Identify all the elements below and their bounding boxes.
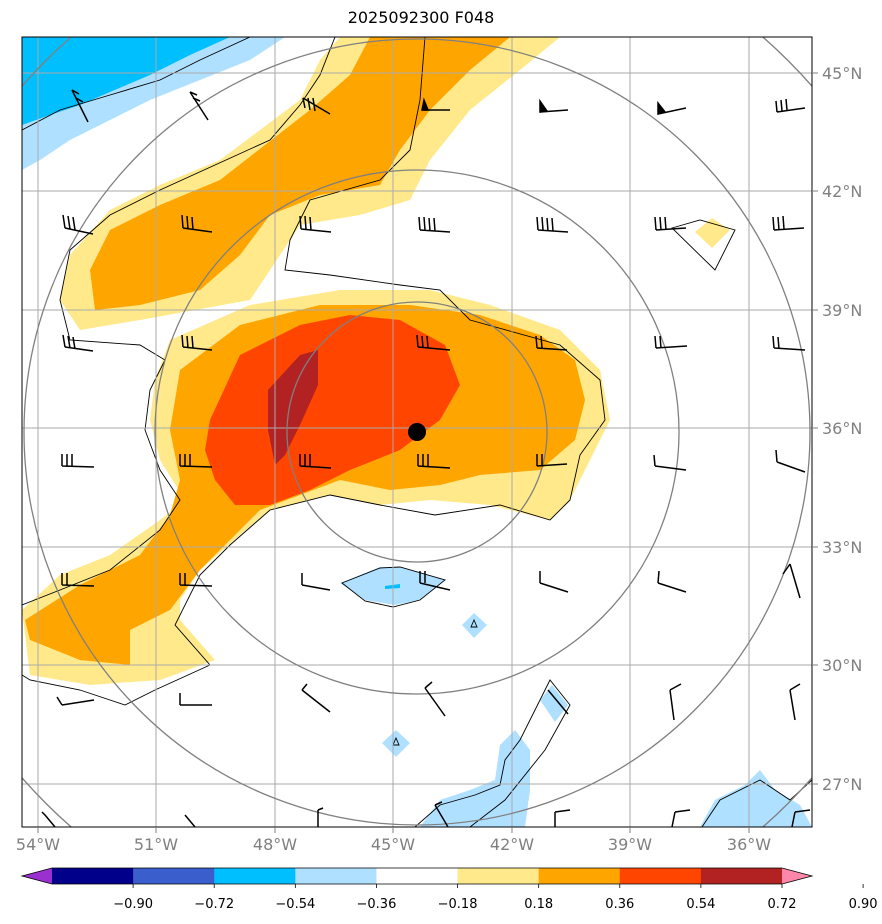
lon-label: 45°W: [371, 835, 415, 854]
colorbar-tick-label: 0.90: [849, 897, 878, 912]
colorbar-segment: [52, 868, 134, 884]
colorbar-tick-label: 0.54: [686, 897, 715, 912]
colorbar-tick-label: −0.72: [194, 897, 234, 912]
yellow-fill-east-spot: [695, 218, 730, 248]
lon-label: 48°W: [253, 835, 297, 854]
colorbar-segment: [133, 868, 215, 884]
colorbar-segment: [700, 868, 783, 884]
lat-label: 42°N: [822, 182, 862, 201]
colorbar-tick-label: −0.90: [113, 897, 153, 912]
colorbar-tick-label: 0.36: [605, 897, 634, 912]
tick-marks: [37, 72, 818, 833]
map-title: 2025092300 F048: [347, 8, 495, 27]
map-frame: [21, 36, 813, 828]
colorbar-segment: [538, 868, 621, 884]
lon-label: 54°W: [16, 835, 60, 854]
colorbar-extend-high: [782, 868, 812, 884]
lon-label: 42°W: [490, 835, 534, 854]
redorange-fill-core: [205, 315, 460, 505]
storm-center-marker[interactable]: [408, 423, 426, 441]
colorbar-tick-label: −0.18: [438, 897, 478, 912]
lat-label: 39°N: [822, 301, 862, 320]
lat-label: 36°N: [822, 419, 862, 438]
colorbar-tick-label: −0.36: [357, 897, 397, 912]
lon-label: 51°W: [134, 835, 178, 854]
lon-label: 39°W: [608, 835, 652, 854]
colorbar-tick-label: −0.54: [275, 897, 315, 912]
gridlines: [22, 37, 812, 827]
blue-fill-se-2: [540, 685, 568, 722]
colorbar-segment: [214, 868, 296, 884]
orange-fill-band: [90, 37, 510, 310]
lat-label: 45°N: [822, 64, 862, 83]
darkred-fill-core: [268, 350, 318, 465]
colorbar-outline: [20, 867, 814, 885]
colorbar-tick-label: 0.72: [768, 897, 797, 912]
wind-barbs: [41, 89, 811, 827]
longitude-labels: 54°W 51°W 48°W 45°W 42°W 39°W 36°W: [16, 835, 771, 854]
lat-label: 30°N: [822, 656, 862, 675]
colorbar-segment: [295, 868, 377, 884]
colorbar-extend-low: [22, 868, 52, 884]
lat-label: 33°N: [822, 538, 862, 557]
latitude-labels: 45°N 42°N 39°N 36°N 33°N 30°N 27°N: [822, 64, 862, 794]
colorbar-segment: [376, 868, 459, 884]
colorbar-tick-label: 0.18: [524, 897, 553, 912]
deep-blue-fill-nw: [22, 37, 230, 125]
lon-label: 36°W: [727, 835, 771, 854]
colorbar: −0.90 −0.72 −0.54 −0.36 −0.18 0.18 0.36 0.54 0.7…: [20, 867, 878, 912]
blue-fill-small-2: [382, 730, 410, 757]
colorbar-segment: [457, 868, 540, 884]
blue-fill-small-1: [462, 613, 487, 638]
blue-fill-se-3: [700, 770, 812, 827]
colorbar-segment: [619, 868, 702, 884]
lat-label: 27°N: [822, 775, 862, 794]
